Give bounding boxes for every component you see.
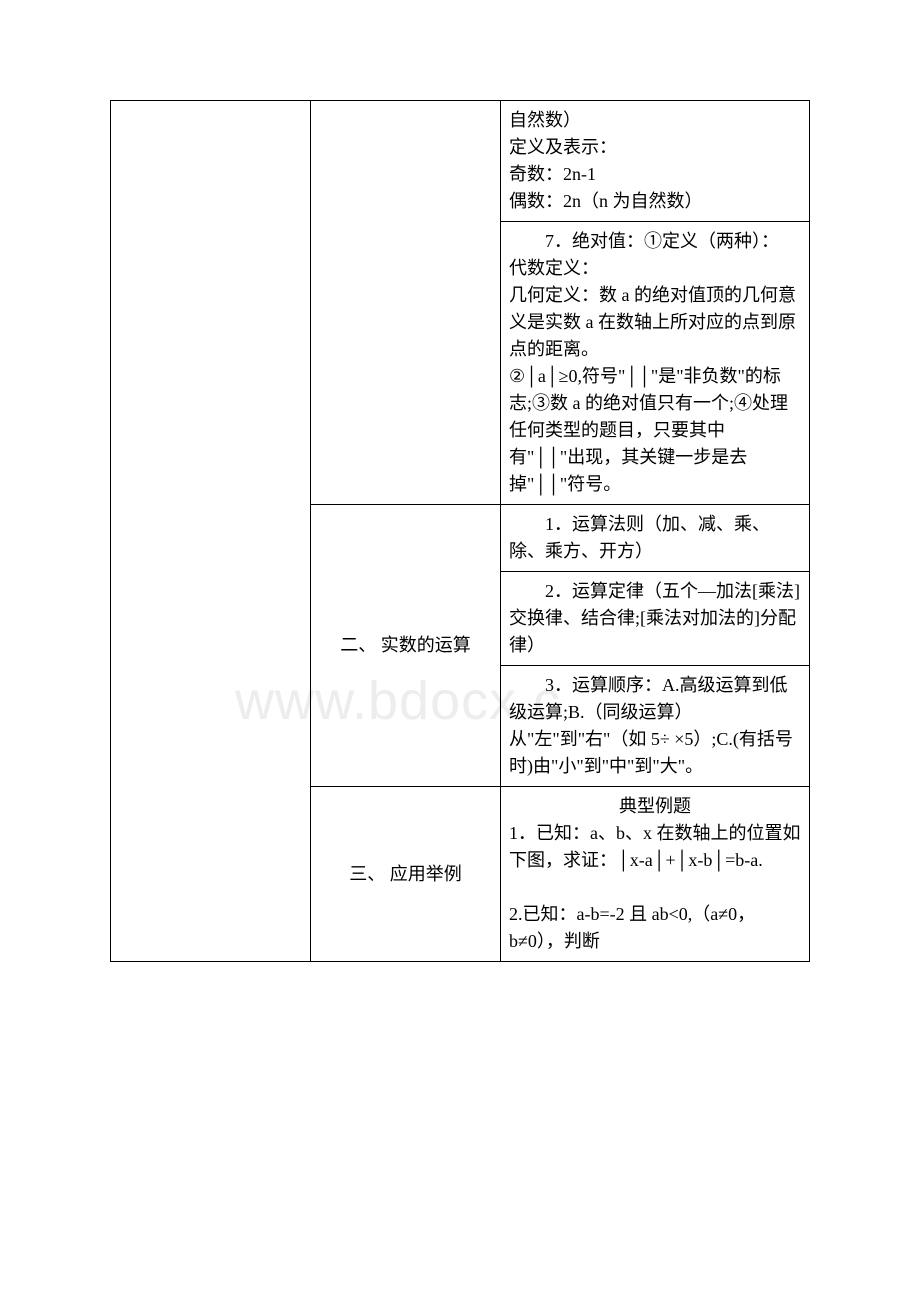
cell-col3: 典型例题 1．已知：a、b、x 在数轴上的位置如下图，求证：│x-a│+│x-b… <box>501 787 810 962</box>
cell-text-indent: 1．运算法则（加、减、乘、除、乘方、开方） <box>509 511 801 565</box>
table-row: 自然数） 定义及表示： 奇数：2n-1 偶数：2n（n 为自然数） <box>111 101 810 222</box>
cell-col2: 三、 应用举例 <box>311 787 501 962</box>
cell-col2: 二、 实数的运算 <box>311 505 501 787</box>
cell-col3: 1．运算法则（加、减、乘、除、乘方、开方） <box>501 505 810 572</box>
cell-col2-label: 二、 实数的运算 <box>340 635 471 655</box>
cell-col2 <box>311 101 501 505</box>
cell-text-indent: 3．运算顺序：A.高级运算到低级运算;B.（同级运算）从"左"到"右"（如 5÷… <box>509 672 801 780</box>
cell-col3: 3．运算顺序：A.高级运算到低级运算;B.（同级运算）从"左"到"右"（如 5÷… <box>501 666 810 787</box>
cell-text-center: 典型例题 <box>509 793 801 820</box>
cell-text-indent: 7．绝对值：①定义（两种）： <box>509 228 801 255</box>
content-table: 自然数） 定义及表示： 奇数：2n-1 偶数：2n（n 为自然数） 7．绝对值：… <box>110 100 810 962</box>
cell-text: 1．已知：a、b、x 在数轴上的位置如下图，求证：│x-a│+│x-b│=b-a… <box>509 823 801 951</box>
cell-text-indent: 2．运算定律（五个—加法[乘法]交换律、结合律;[乘法对加法的]分配律） <box>509 578 801 659</box>
page-content: 自然数） 定义及表示： 奇数：2n-1 偶数：2n（n 为自然数） 7．绝对值：… <box>0 0 920 1022</box>
cell-col1 <box>111 101 311 962</box>
page-root: www.bdocx.c 自然数） 定义及表示： 奇数：2n-1 偶数：2n（n … <box>0 0 920 1022</box>
cell-col2-label: 三、 应用举例 <box>349 864 462 884</box>
cell-text: 自然数） 定义及表示： 奇数：2n-1 偶数：2n（n 为自然数） <box>509 110 703 211</box>
cell-col3 <box>501 961 810 962</box>
cell-text: 代数定义： 几何定义：数 a 的绝对值顶的几何意义是实数 a 在数轴上所对应的点… <box>509 258 796 494</box>
cell-col3: 2．运算定律（五个—加法[乘法]交换律、结合律;[乘法对加法的]分配律） <box>501 572 810 666</box>
cell-col3: 自然数） 定义及表示： 奇数：2n-1 偶数：2n（n 为自然数） <box>501 101 810 222</box>
cell-col3: 7．绝对值：①定义（两种）： 代数定义： 几何定义：数 a 的绝对值顶的几何意义… <box>501 222 810 505</box>
